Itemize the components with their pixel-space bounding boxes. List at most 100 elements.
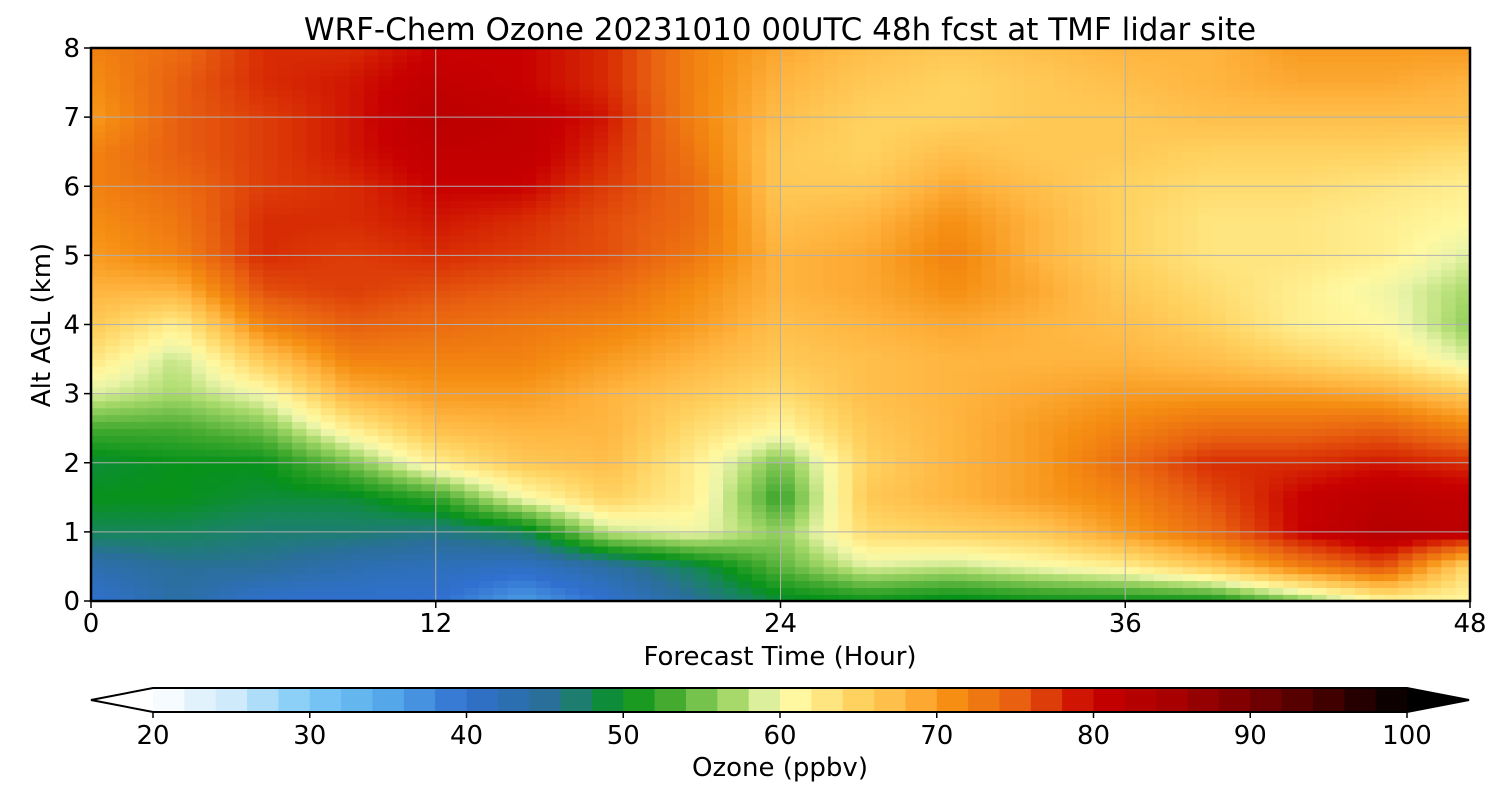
- heatmap-cell: [881, 511, 897, 519]
- heatmap-cell: [134, 559, 150, 568]
- heatmap-cell: [794, 54, 811, 63]
- heatmap-cell: [809, 566, 825, 575]
- heatmap-cell: [220, 75, 236, 84]
- heatmap-cell: [134, 511, 150, 519]
- heatmap-cell: [708, 324, 724, 333]
- heatmap-cell: [636, 435, 653, 443]
- heatmap-cell: [277, 179, 293, 188]
- heatmap-cell: [579, 324, 595, 333]
- heatmap-cell: [134, 386, 150, 395]
- heatmap-cell: [579, 386, 595, 395]
- heatmap-cell: [407, 296, 423, 305]
- heatmap-cell: [881, 538, 897, 547]
- heatmap-cell: [924, 296, 940, 305]
- heatmap-cell: [679, 68, 696, 77]
- heatmap-cell: [881, 352, 897, 360]
- heatmap-cell: [679, 455, 696, 464]
- heatmap-cell: [191, 48, 207, 56]
- heatmap-cell: [263, 137, 279, 146]
- heatmap-cell: [593, 241, 609, 250]
- heatmap-cell: [823, 573, 839, 582]
- heatmap-cell: [651, 103, 667, 112]
- heatmap-cell: [866, 379, 882, 388]
- heatmap-cell: [909, 587, 925, 595]
- heatmap-cell: [967, 68, 983, 77]
- heatmap-cell: [550, 511, 566, 519]
- heatmap-cell: [119, 504, 135, 512]
- heatmap-cell: [866, 469, 882, 478]
- heatmap-cell: [493, 331, 509, 340]
- heatmap-cell: [536, 255, 552, 264]
- heatmap-cell: [507, 338, 523, 347]
- heatmap-cell: [881, 469, 897, 478]
- heatmap-cell: [780, 262, 796, 270]
- heatmap-cell: [493, 310, 509, 319]
- heatmap-cell: [766, 566, 782, 575]
- heatmap-cell: [521, 89, 538, 98]
- heatmap-cell: [392, 248, 408, 257]
- heatmap-cell: [881, 365, 897, 374]
- heatmap-cell: [723, 103, 739, 112]
- heatmap-cell: [694, 504, 710, 512]
- heatmap-cell: [263, 262, 279, 270]
- heatmap-cell: [292, 186, 308, 194]
- heatmap-cell: [191, 573, 207, 582]
- heatmap-cell: [694, 82, 710, 91]
- heatmap-cell: [435, 227, 451, 236]
- heatmap-cell: [234, 455, 250, 464]
- heatmap-cell: [435, 82, 451, 91]
- heatmap-cell: [450, 303, 466, 312]
- heatmap-cell: [306, 531, 322, 540]
- heatmap-cell: [694, 324, 710, 333]
- heatmap-cell: [378, 511, 394, 519]
- heatmap-cell: [507, 68, 523, 77]
- heatmap-cell: [852, 448, 868, 457]
- heatmap-cell: [651, 137, 667, 146]
- heatmap-cell: [823, 559, 839, 568]
- heatmap-cell: [162, 117, 178, 125]
- heatmap-cell: [665, 68, 681, 77]
- heatmap-cell: [608, 310, 624, 319]
- heatmap-cell: [608, 359, 624, 367]
- heatmap-cell: [823, 213, 839, 222]
- heatmap-cell: [234, 462, 250, 471]
- heatmap-cell: [392, 469, 408, 478]
- heatmap-cell: [651, 462, 667, 471]
- heatmap-cell: [450, 421, 466, 429]
- heatmap-cell: [263, 89, 279, 98]
- heatmap-cell: [751, 504, 767, 512]
- heatmap-cell: [550, 130, 566, 139]
- heatmap-cell: [909, 186, 925, 194]
- heatmap-cell: [205, 469, 222, 478]
- heatmap-cell: [493, 573, 509, 582]
- heatmap-cell: [320, 372, 336, 381]
- heatmap-cell: [177, 262, 193, 270]
- heatmap-cell: [708, 54, 724, 63]
- heatmap-cell: [766, 248, 782, 257]
- heatmap-cell: [952, 317, 969, 326]
- heatmap-cell: [938, 524, 954, 533]
- heatmap-cell: [967, 407, 983, 416]
- heatmap-cell: [622, 469, 638, 478]
- heatmap-cell: [378, 365, 394, 374]
- heatmap-cell: [852, 68, 868, 77]
- heatmap-cell: [450, 110, 466, 118]
- heatmap-cell: [478, 193, 494, 201]
- heatmap-cell: [378, 372, 394, 381]
- heatmap-cell: [119, 587, 135, 595]
- heatmap-cell: [881, 82, 897, 91]
- heatmap-cell: [938, 552, 954, 561]
- heatmap-cell: [320, 538, 336, 547]
- heatmap-cell: [823, 151, 839, 160]
- heatmap-cell: [363, 476, 380, 485]
- heatmap-cell: [823, 421, 839, 429]
- heatmap-cell: [766, 234, 782, 243]
- heatmap-cell: [895, 310, 911, 319]
- heatmap-cell: [794, 158, 811, 167]
- heatmap-cell: [306, 455, 322, 464]
- heatmap-cell: [105, 421, 121, 429]
- heatmap-cell: [780, 234, 796, 243]
- heatmap-cell: [478, 538, 494, 547]
- heatmap-cell: [665, 435, 681, 443]
- heatmap-cell: [521, 469, 538, 478]
